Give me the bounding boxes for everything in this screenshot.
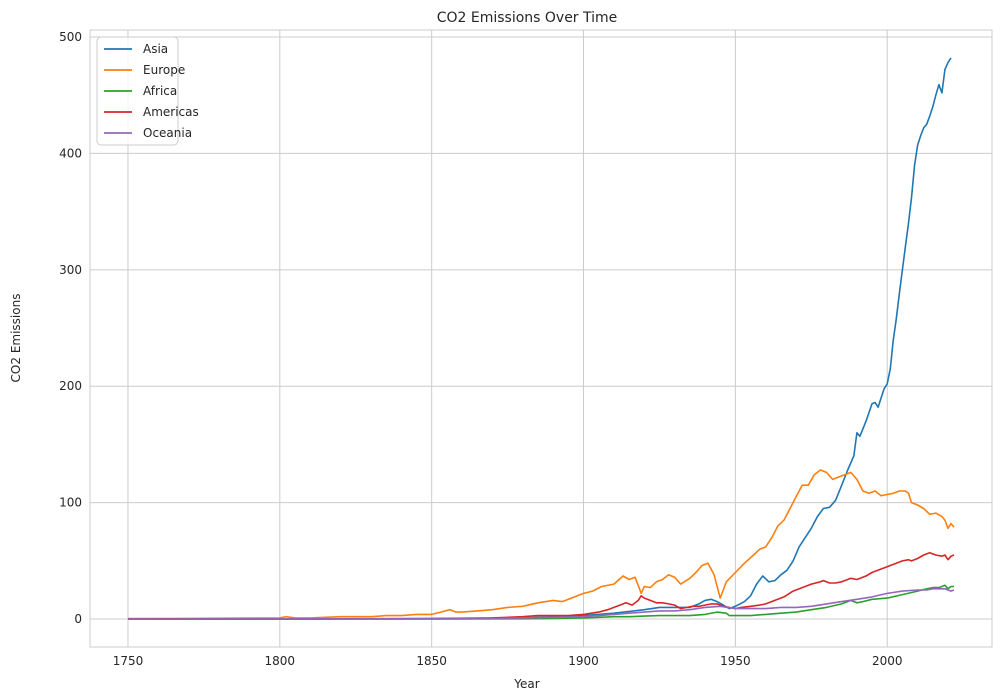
legend-label-americas: Americas bbox=[143, 105, 199, 119]
legend-label-asia: Asia bbox=[143, 42, 168, 56]
x-tick-label: 2000 bbox=[872, 654, 903, 668]
x-tick-label: 1850 bbox=[416, 654, 447, 668]
series-line-europe bbox=[127, 469, 955, 620]
chart-title: CO2 Emissions Over Time bbox=[437, 10, 618, 26]
legend-label-africa: Africa bbox=[143, 84, 177, 98]
series-line-oceania bbox=[127, 588, 955, 620]
y-tick-label: 300 bbox=[59, 263, 82, 277]
y-tick-label: 100 bbox=[59, 496, 82, 510]
y-tick-label: 400 bbox=[59, 146, 82, 160]
y-tick-label: 500 bbox=[59, 30, 82, 44]
x-tick-label: 1900 bbox=[568, 654, 599, 668]
legend-label-oceania: Oceania bbox=[143, 126, 192, 140]
series-line-africa bbox=[128, 584, 954, 620]
legend-label-europe: Europe bbox=[143, 63, 185, 77]
x-tick-label: 1950 bbox=[720, 654, 751, 668]
x-tick-label: 1750 bbox=[113, 654, 144, 668]
axis-ticks: 1750 1800 1850 1900 1950 2000 0 100 200 300 400 500 bbox=[59, 30, 902, 668]
plot-area-frame bbox=[89, 29, 993, 648]
y-tick-label: 0 bbox=[74, 612, 82, 626]
legend: Asia Europe Africa Americas Oceania bbox=[96, 36, 199, 146]
grid-lines bbox=[90, 30, 992, 647]
x-tick-label: 1800 bbox=[265, 654, 296, 668]
series-line-asia bbox=[128, 57, 952, 620]
y-tick-label: 200 bbox=[59, 379, 82, 393]
series-line-americas bbox=[127, 551, 955, 620]
series-lines bbox=[127, 57, 955, 620]
x-axis-label: Year bbox=[513, 677, 539, 691]
legend-box bbox=[96, 36, 179, 146]
y-axis-label: CO2 Emissions bbox=[9, 294, 23, 383]
